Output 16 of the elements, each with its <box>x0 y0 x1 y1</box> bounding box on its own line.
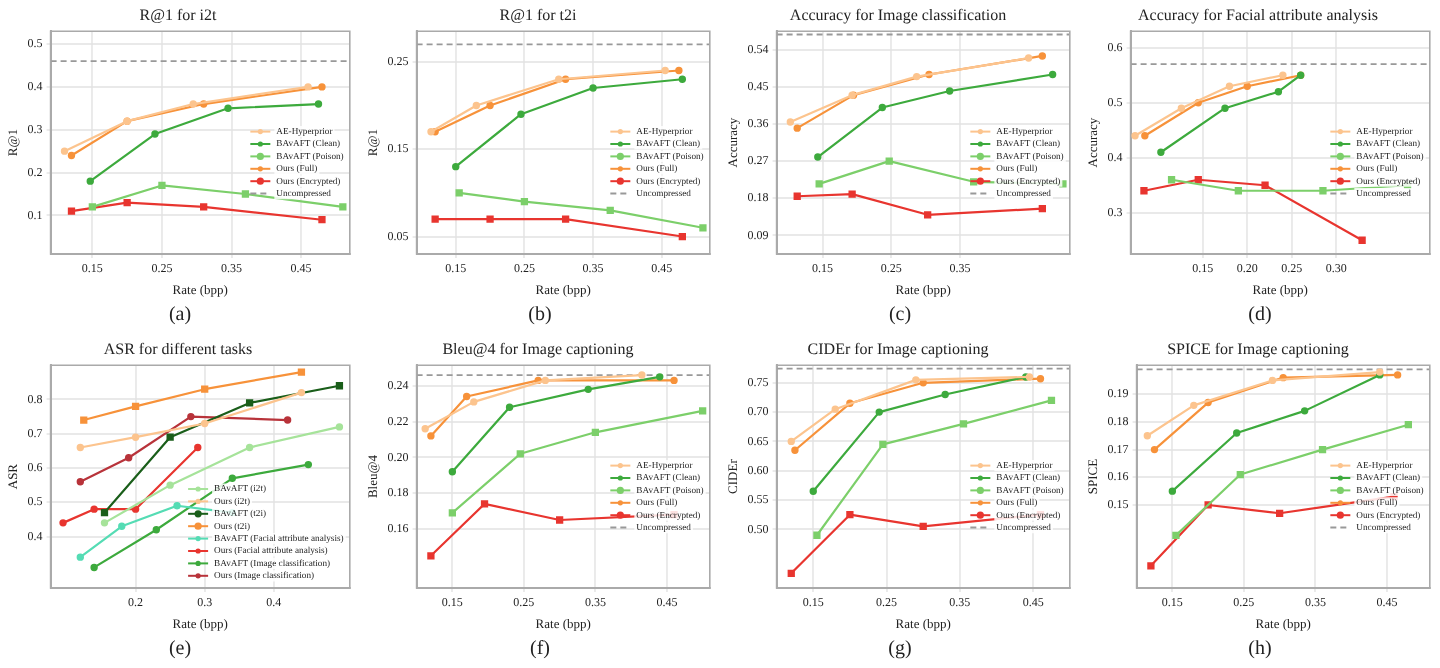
text: (a) <box>166 302 194 330</box>
chart-title: Accuracy for Facial attribute analysis <box>1138 5 1378 24</box>
text: (f) <box>528 636 552 664</box>
text: (d) <box>1246 302 1274 330</box>
text: (g) <box>886 636 914 664</box>
chart-title: Bleu@4 for Image captioning <box>442 339 634 358</box>
chart-title: SPICE for Image captioning <box>1167 339 1349 358</box>
chart-title: Accuracy for Image classification <box>789 5 1007 24</box>
text: (c) <box>886 302 914 330</box>
chart-title: ASR for different tasks <box>103 339 253 358</box>
text: (e) <box>166 636 194 664</box>
text: (h) <box>1246 636 1274 664</box>
chart-title: R@1 for i2t <box>139 5 219 24</box>
chart-title: R@1 for t2i <box>499 5 579 24</box>
text: (b) <box>526 302 554 330</box>
chart-title: CIDEr for Image captioning <box>807 339 989 358</box>
